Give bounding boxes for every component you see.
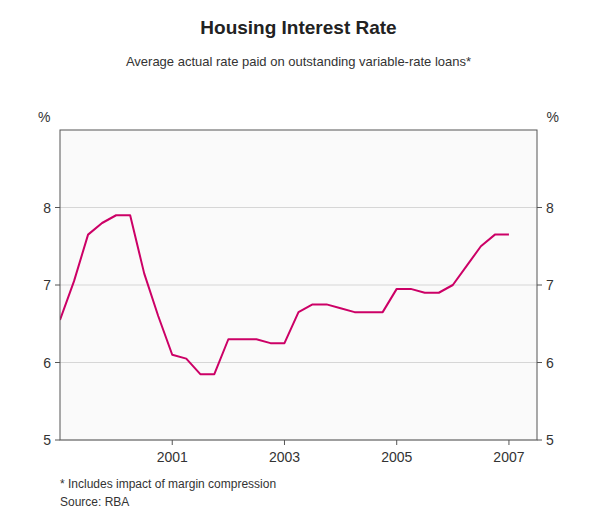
y-tick — [55, 285, 60, 286]
y2-tick — [537, 207, 542, 208]
y-tick-label: 7 — [43, 277, 51, 293]
y-tick-label: 8 — [43, 200, 51, 216]
plot-frame — [60, 130, 537, 440]
x-tick-label: 2005 — [381, 449, 412, 465]
plot-area — [60, 130, 537, 440]
x-tick — [172, 440, 173, 445]
y2-tick-label: 8 — [546, 200, 554, 216]
x-tick — [396, 440, 397, 445]
grid-line — [60, 362, 537, 363]
y-axis-label: % — [38, 109, 50, 125]
y-tick-label: 5 — [43, 432, 51, 448]
subtitle: Average actual rate paid on outstanding … — [126, 54, 471, 69]
footnote: Source: RBA — [60, 495, 129, 509]
y2-tick-label: 7 — [546, 277, 554, 293]
chart: Housing Interest Rate Average actual rate… — [0, 0, 597, 530]
y-tick-label: 6 — [43, 355, 51, 371]
x-tick-label: 2001 — [157, 449, 188, 465]
y2-tick — [537, 440, 542, 441]
grid-line — [60, 207, 537, 208]
y-tick — [55, 440, 60, 441]
title: Housing Interest Rate — [200, 17, 396, 38]
x-tick-label: 2003 — [269, 449, 300, 465]
y2-tick-label: 6 — [546, 355, 554, 371]
line — [60, 215, 509, 374]
y2-tick-label: 5 — [546, 432, 554, 448]
y2-axis-label: % — [547, 109, 559, 125]
y-tick — [55, 207, 60, 208]
x-tick — [508, 440, 509, 445]
series-group — [60, 215, 509, 374]
x-tick-label: 2007 — [493, 449, 524, 465]
x-tick — [284, 440, 285, 445]
footnote: * Includes impact of margin compression — [60, 477, 276, 491]
y2-tick — [537, 285, 542, 286]
y-tick — [55, 362, 60, 363]
y2-tick — [537, 362, 542, 363]
grid-line — [60, 285, 537, 286]
